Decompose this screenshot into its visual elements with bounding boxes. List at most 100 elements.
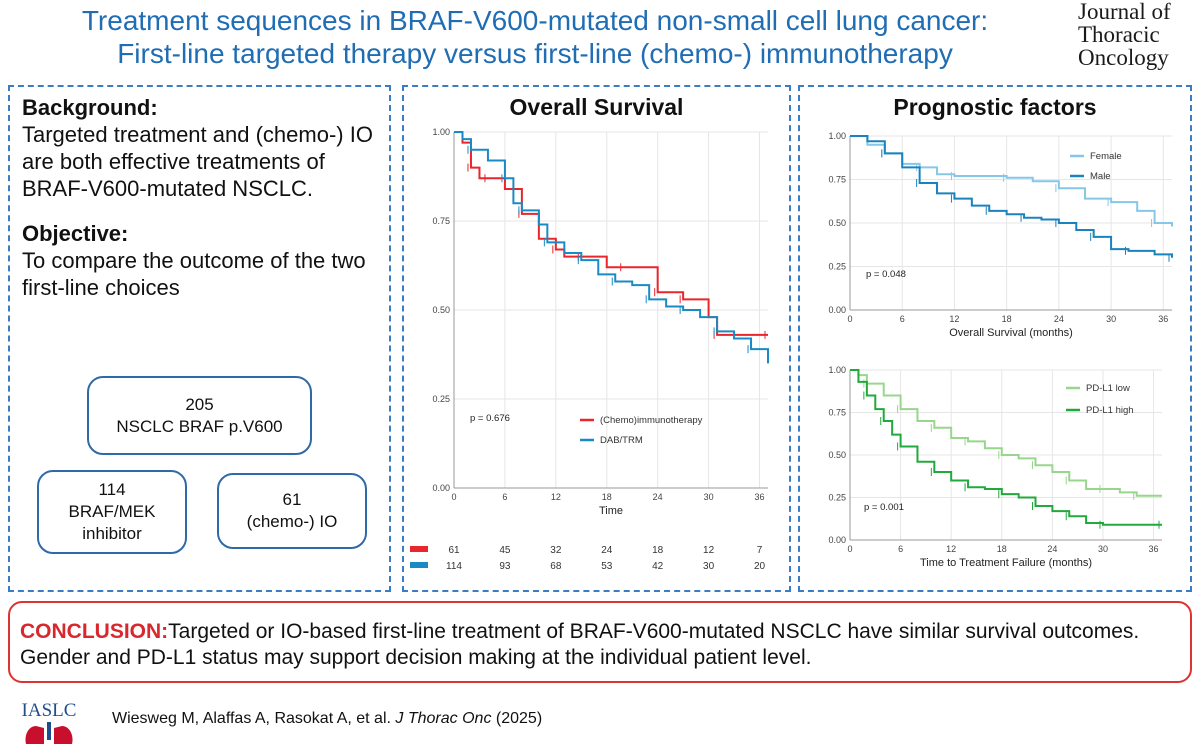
x-tick-label: 0 — [451, 492, 456, 502]
title-line-1: Treatment sequences in BRAF-V600-mutated… — [81, 5, 989, 36]
y-tick-label: 0.50 — [432, 305, 450, 315]
km-curve-1 — [850, 369, 1162, 526]
legend-label-0: PD-L1 low — [1086, 383, 1130, 394]
conclusion-box: CONCLUSION:Targeted or IO-based first-li… — [8, 601, 1192, 683]
legend-label-0: (Chemo)immunotherapy — [600, 415, 703, 426]
y-tick-label: 1.00 — [828, 365, 846, 375]
legend-label-1: Male — [1090, 171, 1111, 182]
km-curve-1 — [850, 135, 1173, 258]
iaslc-logo-text: IASLC — [21, 700, 77, 721]
risk-count: 20 — [754, 561, 766, 572]
y-tick-label: 0.50 — [828, 218, 846, 228]
conclusion-text: Targeted or IO-based first-line treatmen… — [20, 620, 1140, 669]
arm2-label: (chemo-) IO — [246, 512, 338, 531]
total-cohort-box: 205 NSCLC BRAF p.V600 — [87, 376, 312, 455]
objective-text: To compare the outcome of the two first-… — [22, 248, 366, 300]
arm2-n: 61 — [282, 490, 302, 509]
x-tick-label: 6 — [502, 492, 507, 502]
y-tick-label: 0.25 — [432, 394, 450, 404]
conclusion-label: CONCLUSION: — [20, 620, 169, 643]
os-chart-title: Overall Survival — [509, 94, 684, 120]
y-tick-label: 1.00 — [828, 131, 846, 141]
x-tick-label: 24 — [1054, 314, 1064, 324]
risk-count: 12 — [703, 545, 715, 556]
x-axis-label: Overall Survival (months) — [949, 327, 1072, 339]
risk-count: 61 — [448, 545, 460, 556]
gender-survival-chart: 0 6 12 18 24 30 36 0.00 0.25 0.50 0.75 1.00 Female Ma… — [828, 131, 1173, 339]
risk-count: 53 — [601, 561, 613, 572]
x-axis-label: Time to Treatment Failure (months) — [920, 557, 1092, 569]
y-tick-label: 0.25 — [828, 262, 846, 272]
legend-label-1: DAB/TRM — [600, 435, 643, 446]
background-text: Targeted treatment and (chemo-) IO are b… — [22, 122, 373, 201]
title-line-2: First-line targeted therapy versus first… — [117, 38, 953, 69]
x-axis-label: Time — [599, 505, 623, 517]
x-tick-label: 30 — [1098, 544, 1108, 554]
km-curve-0 — [850, 135, 1173, 227]
x-tick-label: 18 — [1002, 314, 1012, 324]
citation-year: (2025) — [495, 710, 543, 727]
p-value: p = 0.676 — [470, 413, 510, 424]
x-tick-label: 12 — [949, 314, 959, 324]
risk-count: 32 — [550, 545, 562, 556]
iaslc-logo: IASLC — [14, 700, 84, 751]
x-tick-label: 24 — [1047, 544, 1057, 554]
x-tick-label: 0 — [847, 314, 852, 324]
arm-io-box: 61 (chemo-) IO — [217, 473, 367, 549]
background-text-block: Background: Targeted treatment and (chem… — [22, 94, 382, 301]
x-tick-label: 6 — [898, 544, 903, 554]
x-tick-label: 6 — [900, 314, 905, 324]
km-curve-1 — [454, 131, 769, 364]
x-tick-label: 18 — [997, 544, 1007, 554]
x-tick-label: 18 — [602, 492, 612, 502]
y-tick-label: 0.75 — [432, 216, 450, 226]
risk-count: 24 — [601, 545, 613, 556]
risk-count: 18 — [652, 545, 664, 556]
journal-logo-line-2: Thoracic — [1078, 22, 1160, 47]
km-curve-0 — [850, 369, 1162, 497]
x-tick-label: 30 — [704, 492, 714, 502]
arm-braf-box: 114 BRAF/MEK inhibitor — [37, 470, 187, 554]
arm1-label: BRAF/MEK inhibitor — [68, 502, 156, 543]
y-tick-label: 0.75 — [828, 175, 846, 185]
background-heading: Background: — [22, 95, 158, 120]
journal-logo-line-3: Oncology — [1078, 45, 1169, 70]
risk-swatch-0 — [410, 546, 428, 552]
y-tick-label: 0.00 — [828, 305, 846, 315]
citation-journal: J Thorac Onc — [395, 710, 492, 727]
legend-label-0: Female — [1090, 151, 1122, 162]
risk-count: 68 — [550, 561, 562, 572]
journal-logo: Journal of Thoracic Oncology — [1078, 0, 1200, 69]
p-value: p = 0.001 — [864, 502, 904, 513]
overall-survival-panel — [402, 85, 791, 592]
lungs-icon — [25, 722, 73, 744]
total-n: 205 — [185, 394, 214, 414]
risk-count: 42 — [652, 561, 664, 572]
legend-label-1: PD-L1 high — [1086, 405, 1134, 416]
objective-heading: Objective: — [22, 221, 129, 246]
poster-title: Treatment sequences in BRAF-V600-mutated… — [0, 4, 1070, 70]
x-tick-label: 36 — [1149, 544, 1159, 554]
prognostic-factors-panel — [798, 85, 1192, 592]
journal-logo-line-1: Journal of — [1078, 0, 1171, 24]
x-tick-label: 36 — [755, 492, 765, 502]
prognostic-title: Prognostic factors — [893, 94, 1097, 120]
y-tick-label: 0.25 — [828, 493, 846, 503]
risk-count: 93 — [499, 561, 511, 572]
x-tick-label: 0 — [847, 544, 852, 554]
citation-authors: Wiesweg M, Alaffas A, Rasokat A, et al. — [112, 710, 391, 727]
x-tick-label: 36 — [1158, 314, 1168, 324]
total-label: NSCLC BRAF p.V600 — [116, 416, 283, 436]
risk-count: 114 — [446, 561, 462, 572]
y-tick-label: 0.00 — [432, 483, 450, 493]
x-tick-label: 24 — [653, 492, 663, 502]
y-tick-label: 0.75 — [828, 408, 846, 418]
risk-count: 30 — [703, 561, 715, 572]
y-tick-label: 1.00 — [432, 127, 450, 137]
risk-count: 7 — [757, 545, 763, 556]
citation: Wiesweg M, Alaffas A, Rasokat A, et al. … — [112, 710, 542, 728]
overall-survival-chart: 0 6 12 18 24 30 36 0.00 0.25 0.50 0.75 1.00 (Chemo)i… — [410, 127, 769, 572]
p-value: p = 0.048 — [866, 269, 906, 280]
pdl1-ttf-chart: 0 6 12 18 24 30 36 0.00 0.25 0.50 0.75 1.00 PD-L1 lo… — [828, 365, 1162, 569]
km-curve-0 — [454, 131, 768, 336]
